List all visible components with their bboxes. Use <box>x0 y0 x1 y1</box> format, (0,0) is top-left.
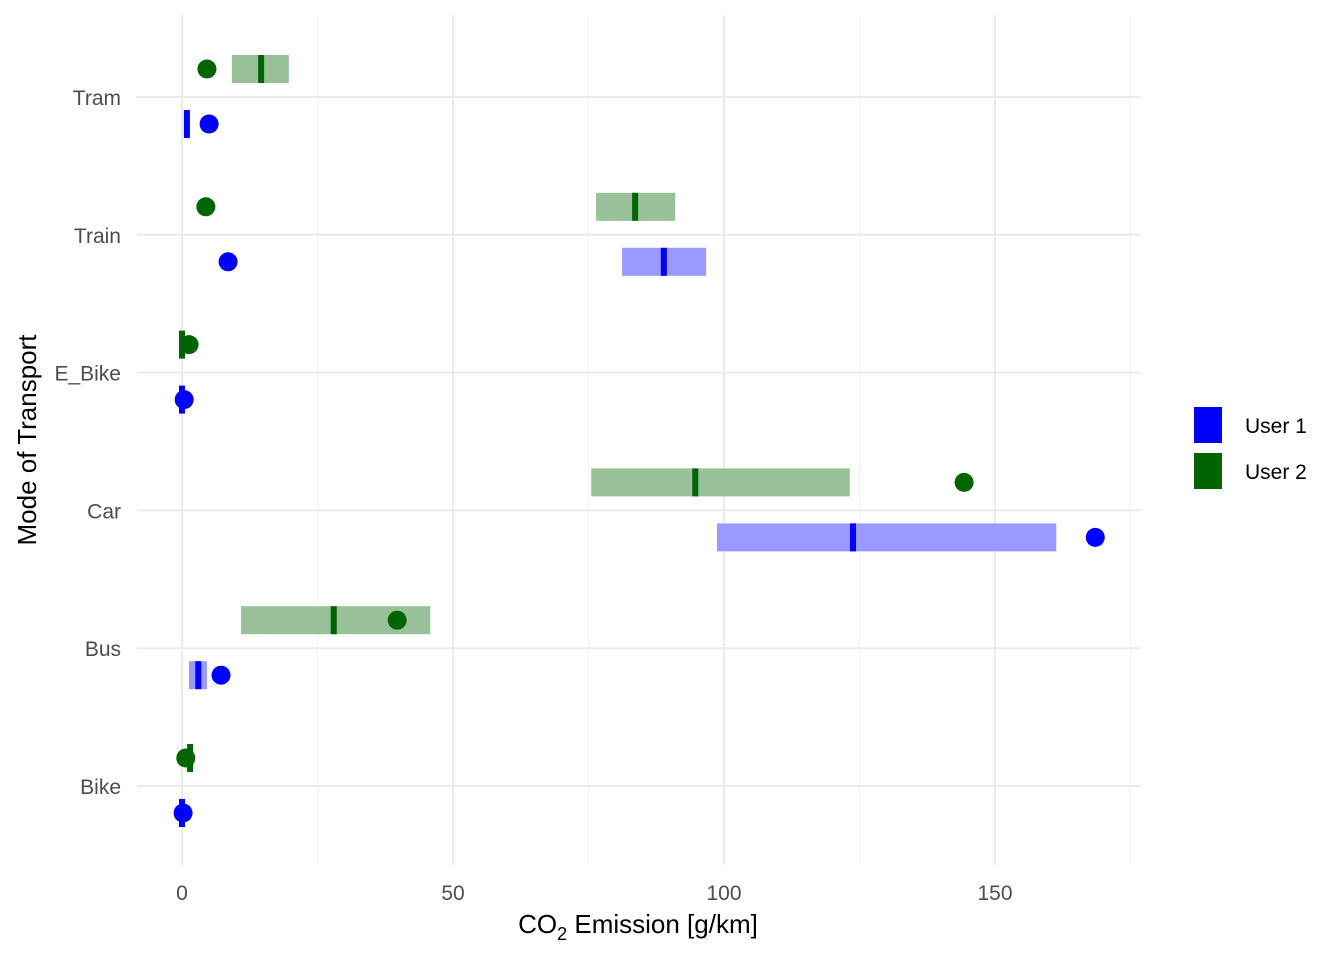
legend: User 1 User 2 <box>1194 407 1307 489</box>
legend-swatch <box>1194 453 1222 489</box>
x-tick-label: 0 <box>176 882 188 905</box>
x-tick-label: 100 <box>706 882 741 905</box>
y-tick-label: Train <box>74 225 121 248</box>
grid <box>137 15 1141 865</box>
x-axis-title: CO2 Emission [g/km] <box>518 909 758 944</box>
median-line <box>849 523 856 552</box>
range-bar <box>716 523 1057 552</box>
data-point <box>954 472 974 492</box>
median-line <box>632 192 639 221</box>
data-point <box>218 252 238 272</box>
data-point <box>196 197 216 217</box>
y-tick-label: Tram <box>73 87 121 110</box>
legend-label: User 2 <box>1245 461 1307 484</box>
median-line <box>195 661 202 690</box>
y-tick-label: E_Bike <box>54 363 121 386</box>
median-line <box>330 606 337 635</box>
median-line <box>258 55 265 83</box>
legend-swatch <box>1194 407 1222 443</box>
data-point <box>179 335 199 355</box>
data-point <box>1085 527 1105 547</box>
data-point <box>387 610 407 630</box>
legend-label: User 1 <box>1245 415 1307 438</box>
data-point <box>199 114 219 134</box>
y-axis-title: Mode of Transport <box>12 334 42 546</box>
median-line <box>692 468 699 497</box>
median-line <box>183 110 190 138</box>
data-point <box>176 748 196 768</box>
x-tick-label: 150 <box>977 882 1012 905</box>
data-point <box>174 390 194 410</box>
x-tick-label: 50 <box>441 882 464 905</box>
data-point <box>173 803 193 823</box>
data-point <box>211 665 231 685</box>
range-bar <box>591 468 850 497</box>
y-tick-label: Bus <box>85 638 121 661</box>
axes: Bike Bus Car E_Bike Train Tram 0 50 100 150 <box>54 87 1012 905</box>
marks <box>173 55 1105 827</box>
median-line <box>660 247 667 276</box>
y-tick-label: Bike <box>80 776 121 799</box>
y-tick-label: Car <box>87 500 121 523</box>
data-point <box>197 59 217 79</box>
